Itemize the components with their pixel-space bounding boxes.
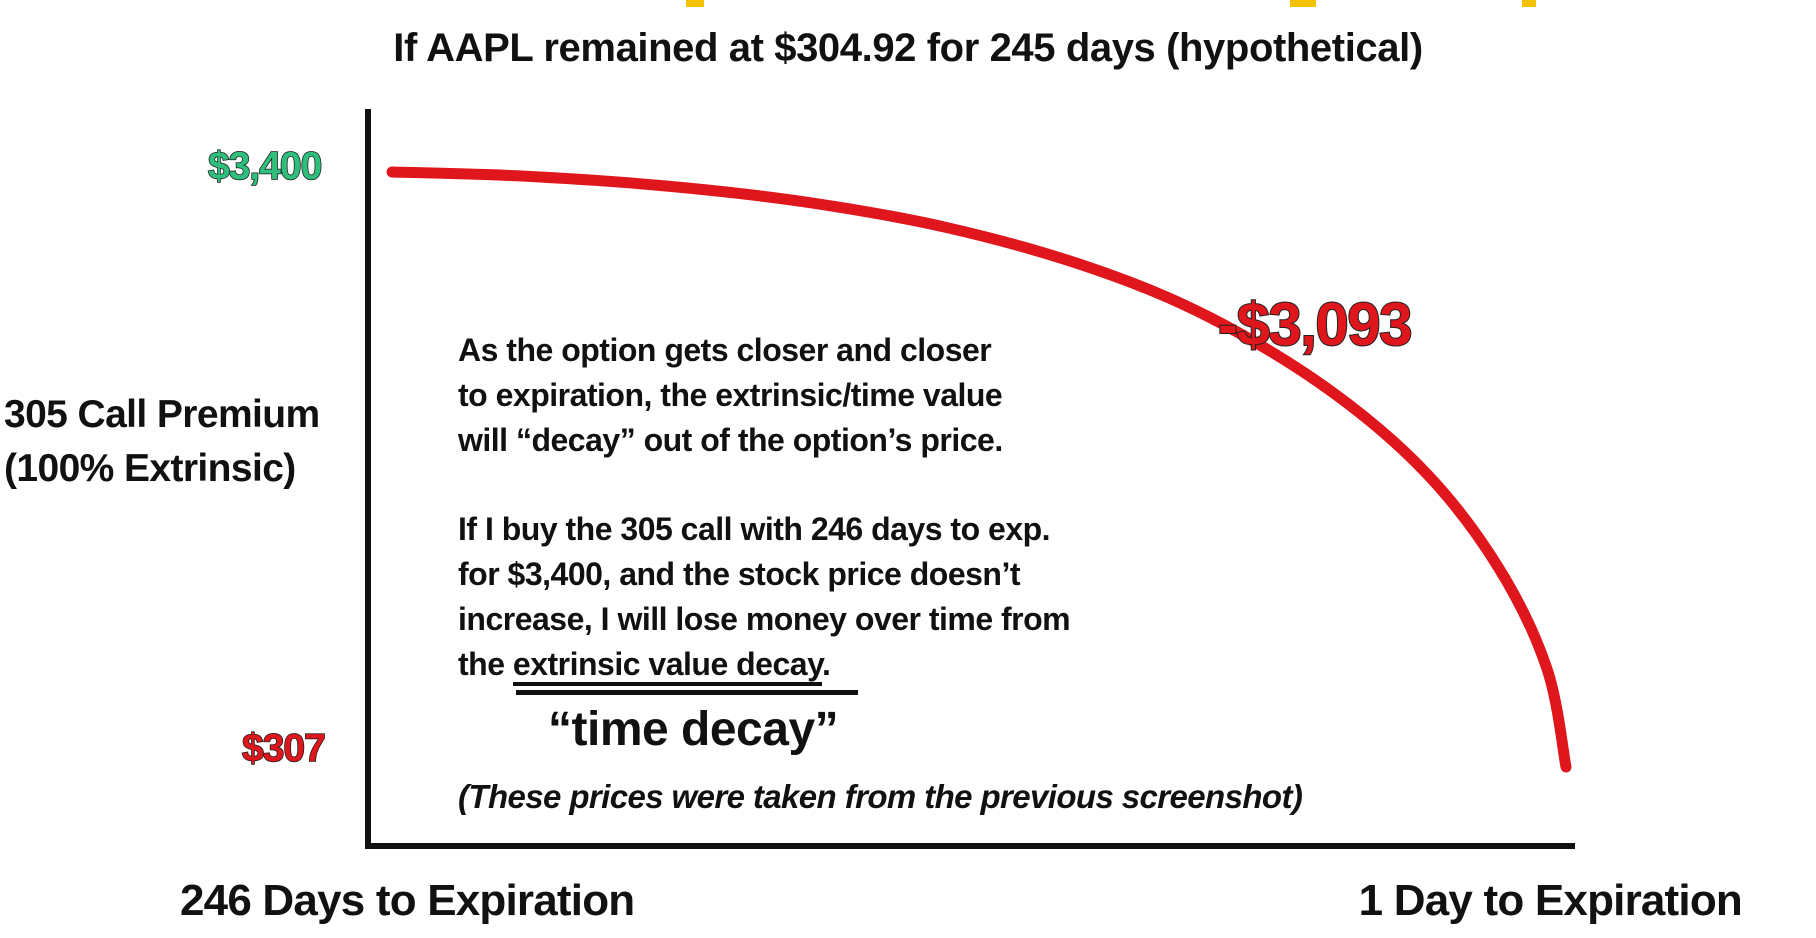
time-decay-connector-line bbox=[516, 690, 858, 695]
header-accent-mark-left bbox=[686, 0, 704, 7]
premium-decay-curve bbox=[386, 166, 1572, 773]
header-accent-mark-right bbox=[1522, 0, 1536, 7]
explanation-paragraph-2: If I buy the 305 call with 246 days to e… bbox=[458, 507, 1178, 687]
header-accent-mark-middle bbox=[1290, 0, 1316, 7]
y-tick-min-value: $307 bbox=[241, 726, 326, 771]
source-note: (These prices were taken from the previo… bbox=[458, 778, 1303, 815]
extrinsic-value-decay-phrase: extrinsic value decay bbox=[512, 646, 822, 686]
explanation-paragraph-1: As the option gets closer and closer to … bbox=[458, 332, 1003, 458]
y-axis-label: 305 Call Premium (100% Extrinsic) bbox=[4, 393, 320, 490]
x-axis-start-label: 246 Days to Expiration bbox=[180, 876, 635, 925]
explanation-paragraph-2-tail: . bbox=[821, 646, 831, 682]
chart-subtitle: If AAPL remained at $304.92 for 245 days… bbox=[393, 26, 1423, 70]
explanation-text: As the option gets closer and closer to … bbox=[458, 328, 1178, 687]
x-axis-end-label: 1 Day to Expiration bbox=[1358, 876, 1743, 925]
paragraph-spacer bbox=[458, 463, 1178, 507]
total-loss-annotation: -$3,093 bbox=[1217, 290, 1414, 359]
explanation-paragraph-2-lead: If I buy the 305 call with 246 days to e… bbox=[458, 511, 1071, 682]
header-accent-strip bbox=[0, 0, 1816, 10]
time-decay-callout: “time decay” bbox=[548, 703, 839, 756]
y-tick-max-value: $3,400 bbox=[207, 144, 323, 189]
